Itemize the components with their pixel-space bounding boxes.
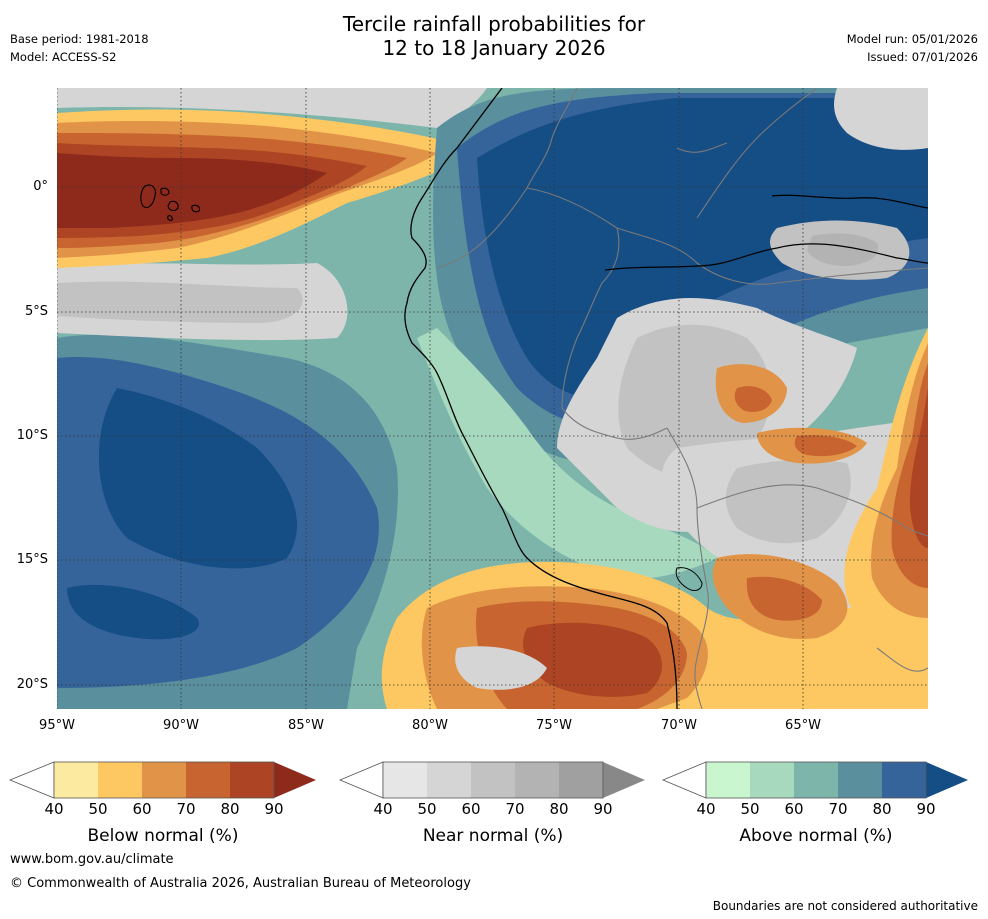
legend-near — [338, 761, 645, 799]
above-tick-50: 50 — [740, 800, 760, 818]
above-peru-coast — [417, 328, 717, 579]
legend-above — [661, 761, 968, 799]
lat-label-0: 0° — [33, 179, 48, 194]
legend-above-arrow — [926, 762, 968, 798]
near-band-ocean-core — [57, 281, 303, 323]
below-band-north-5 — [57, 153, 327, 228]
probability-map — [57, 88, 928, 709]
website-link[interactable]: www.bom.gov.au/climate — [10, 852, 174, 867]
below-tick-70: 70 — [176, 800, 196, 818]
legend-below-title: Below normal (%) — [87, 826, 239, 846]
legend-below-arrow — [274, 762, 316, 798]
base-period: Base period: 1981-2018 — [10, 32, 149, 46]
lon-label-85w: 85°W — [288, 718, 324, 733]
legend-above-swatch-0 — [706, 762, 750, 798]
above-amazon-core — [477, 98, 928, 399]
near-tick-80: 80 — [549, 800, 569, 818]
near-sw-patch — [455, 646, 547, 690]
issued-date: Issued: 07/01/2026 — [867, 50, 978, 64]
lon-label-70w: 70°W — [661, 718, 697, 733]
lat-label-5s: 5°S — [24, 304, 48, 319]
lake-titicaca — [675, 567, 703, 591]
legend-below-swatch-2 — [142, 762, 186, 798]
lon-label-90w: 90°W — [163, 718, 199, 733]
legend-below-swatch-3 — [186, 762, 230, 798]
below-tick-40: 40 — [44, 800, 64, 818]
near-east-patch-core — [807, 233, 879, 266]
above-tick-80: 80 — [872, 800, 892, 818]
copyright: © Commonwealth of Australia 2026, Austra… — [10, 876, 471, 891]
near-bolivia-core — [618, 324, 771, 479]
lon-label-80w: 80°W — [412, 718, 448, 733]
lat-label-15s: 15°S — [16, 552, 48, 567]
lon-label-65w: 65°W — [785, 718, 821, 733]
legend-near-swatch-4 — [559, 762, 603, 798]
legend-near-swatch-2 — [471, 762, 515, 798]
below-patch-central-2 — [734, 386, 772, 412]
legend-near-arrow — [603, 762, 645, 798]
near-ne-patch — [834, 88, 928, 150]
below-se-2 — [746, 576, 822, 621]
near-north-strip — [57, 88, 487, 128]
below-tick-90: 90 — [264, 800, 284, 818]
lon-label-95w: 95°W — [39, 718, 75, 733]
below-south-4 — [523, 622, 662, 697]
boundaries-disclaimer: Boundaries are not considered authoritat… — [712, 899, 978, 913]
legend-above-swatch-1 — [750, 762, 794, 798]
below-tick-50: 50 — [88, 800, 108, 818]
legend-below-swatch-4 — [230, 762, 274, 798]
above-tick-70: 70 — [828, 800, 848, 818]
legend-above-swatch-4 — [882, 762, 926, 798]
lat-label-20s: 20°S — [16, 677, 48, 692]
map-title: Tercile rainfall probabilities for 12 to… — [0, 12, 988, 60]
legend-colorbars — [8, 761, 968, 799]
graticule — [57, 88, 928, 709]
legend-near-swatch-3 — [515, 762, 559, 798]
legend-near-swatch-1 — [427, 762, 471, 798]
below-tick-60: 60 — [132, 800, 152, 818]
legend-above-swatch-2 — [794, 762, 838, 798]
near-tick-40: 40 — [373, 800, 393, 818]
near-tick-70: 70 — [505, 800, 525, 818]
near-tick-50: 50 — [417, 800, 437, 818]
lat-label-10s: 10°S — [16, 428, 48, 443]
meta-right: Model run: 05/01/2026 Issued: 07/01/2026 — [847, 30, 978, 66]
lon-label-75w: 75°W — [536, 718, 572, 733]
legend-below — [8, 761, 316, 799]
above-zone-west-core — [98, 388, 298, 569]
title-line-2: 12 to 18 January 2026 — [382, 36, 606, 60]
above-patch-sw — [67, 584, 199, 640]
below-tick-80: 80 — [220, 800, 240, 818]
near-tick-60: 60 — [461, 800, 481, 818]
legend-above-title: Above normal (%) — [739, 826, 893, 846]
galapagos-islands — [140, 184, 201, 221]
amazon-river — [604, 243, 928, 271]
above-tick-60: 60 — [784, 800, 804, 818]
below-brazil-east-4 — [909, 388, 928, 548]
legend-ticks: 40 50 60 70 80 90 40 50 60 70 80 90 40 5… — [0, 800, 988, 824]
legend-below-swatch-1 — [98, 762, 142, 798]
legend-near-swatch-0 — [383, 762, 427, 798]
legend-below-swatch-0 — [54, 762, 98, 798]
amazon-tributary — [771, 194, 928, 209]
above-tick-90: 90 — [916, 800, 936, 818]
meta-left: Base period: 1981-2018 Model: ACCESS-S2 — [10, 30, 149, 66]
coastline — [404, 88, 678, 709]
model-run: Model run: 05/01/2026 — [846, 32, 978, 46]
above-tick-40: 40 — [696, 800, 716, 818]
near-tick-90: 90 — [593, 800, 613, 818]
legend-above-swatch-3 — [838, 762, 882, 798]
below-patch-east-2 — [794, 435, 857, 457]
legend-near-title: Near normal (%) — [422, 826, 564, 846]
country-borders — [436, 88, 928, 709]
near-southeast-core — [725, 459, 851, 544]
model-name: Model: ACCESS-S2 — [10, 50, 117, 64]
title-line-1: Tercile rainfall probabilities for — [342, 12, 646, 36]
